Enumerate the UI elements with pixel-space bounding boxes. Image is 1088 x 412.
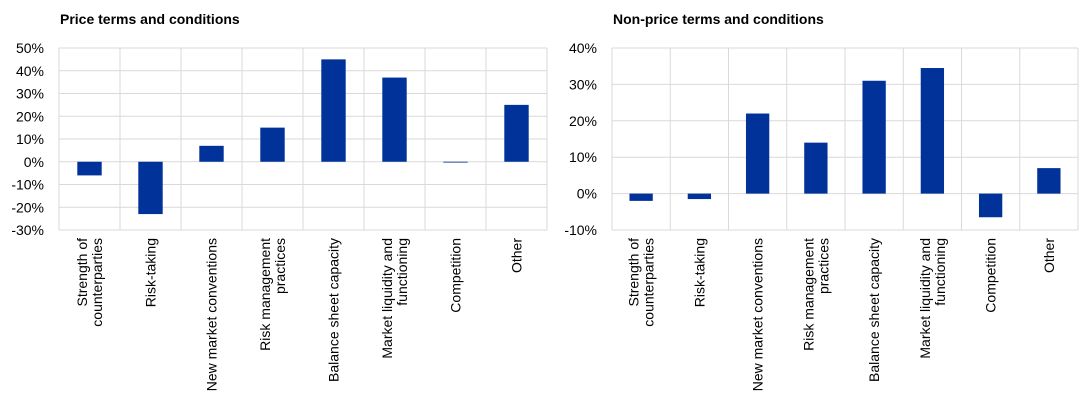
bar bbox=[978, 193, 1003, 218]
y-tick-label: 30% bbox=[16, 86, 44, 102]
category-label: Risk-taking bbox=[143, 238, 159, 307]
category-label: Risk managementpractices bbox=[257, 238, 288, 351]
y-tick-label: 20% bbox=[16, 108, 44, 124]
bar bbox=[504, 104, 529, 162]
y-tick-label: 10% bbox=[16, 131, 44, 147]
category-label: Balance sheet capacity bbox=[866, 238, 882, 382]
y-tick-label: -20% bbox=[11, 199, 44, 215]
price-terms-chart: Price terms and conditions 50% 40% 30% 20% 1… bbox=[11, 11, 548, 391]
category-label: Competition bbox=[983, 238, 999, 313]
bar bbox=[745, 113, 770, 194]
category-label: Strength ofcounterparties bbox=[626, 238, 657, 327]
y-tick-label: 40% bbox=[569, 40, 597, 56]
y-tick-label: -30% bbox=[11, 222, 44, 238]
category-label: Strength ofcounterparties bbox=[74, 238, 105, 327]
bar bbox=[862, 80, 886, 194]
bar bbox=[804, 142, 828, 194]
bar bbox=[920, 68, 945, 194]
bar bbox=[382, 77, 407, 162]
category-label: Market liquidity andfunctioning bbox=[379, 238, 410, 359]
y-tick-label: 20% bbox=[569, 113, 597, 129]
y-tick-label: 50% bbox=[16, 40, 44, 56]
y-tick-label: 0% bbox=[577, 186, 597, 202]
category-label: New market conventions bbox=[204, 238, 220, 391]
y-tick-label: -10% bbox=[564, 222, 597, 238]
chart-title: Price terms and conditions bbox=[60, 11, 240, 27]
bar bbox=[1037, 168, 1061, 194]
category-label: New market conventions bbox=[750, 238, 766, 391]
bar bbox=[77, 161, 102, 176]
category-label: Competition bbox=[448, 238, 464, 313]
category-label: Other bbox=[1041, 238, 1057, 273]
category-label: Risk-taking bbox=[691, 238, 707, 307]
category-label: Risk managementpractices bbox=[800, 238, 831, 351]
y-tick-label: 0% bbox=[24, 154, 44, 170]
bar bbox=[321, 59, 346, 162]
bar bbox=[138, 161, 163, 215]
y-tick-label: 40% bbox=[16, 63, 44, 79]
bar bbox=[629, 193, 653, 201]
bar bbox=[687, 193, 712, 200]
y-tick-label: 10% bbox=[569, 149, 597, 165]
bar bbox=[443, 161, 468, 163]
chart-title: Non-price terms and conditions bbox=[613, 11, 824, 27]
category-label: Other bbox=[509, 238, 525, 273]
bar bbox=[260, 127, 285, 162]
category-label: Market liquidity andfunctioning bbox=[917, 238, 948, 359]
y-tick-label: 30% bbox=[569, 76, 597, 92]
bar bbox=[199, 145, 224, 162]
non-price-terms-chart: Non-price terms and conditions 40% 30% 20%… bbox=[564, 11, 1079, 391]
y-tick-label: -10% bbox=[11, 177, 44, 193]
category-label: Balance sheet capacity bbox=[326, 238, 342, 382]
